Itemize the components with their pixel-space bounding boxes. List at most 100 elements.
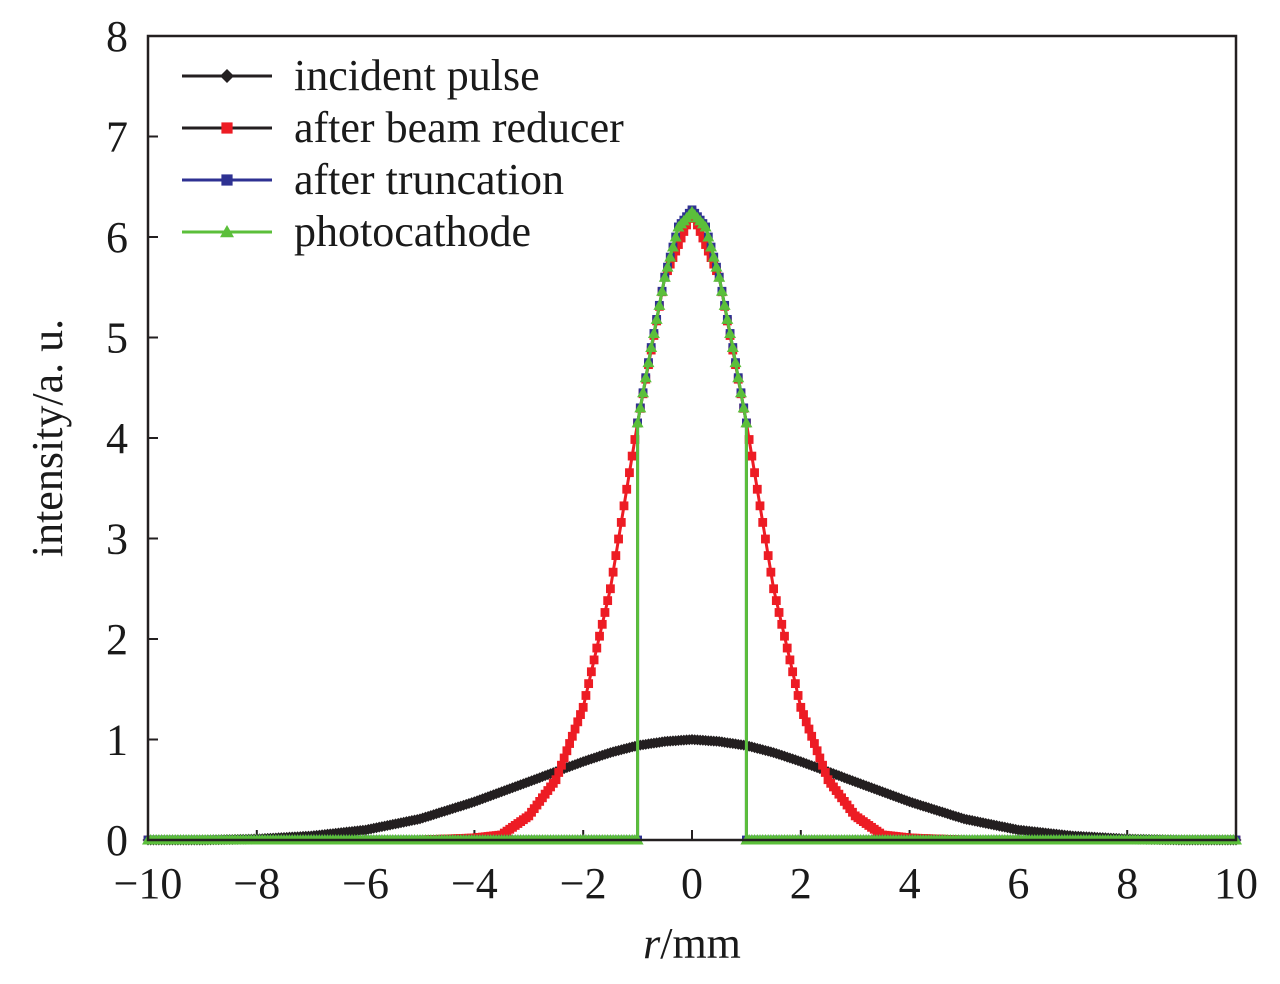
data-point	[737, 401, 750, 413]
data-point	[702, 231, 715, 242]
data-point	[761, 534, 770, 544]
legend-marker	[221, 174, 233, 186]
y-tick-label: 1	[106, 716, 128, 765]
data-point	[740, 416, 753, 428]
data-point	[606, 584, 615, 594]
data-point	[698, 233, 708, 243]
data-point	[782, 643, 792, 653]
data-point	[807, 731, 817, 741]
x-tick-label: 2	[790, 859, 812, 908]
series-photocathode	[142, 205, 1242, 845]
data-point	[634, 401, 647, 413]
data-point	[650, 313, 663, 324]
plot-frame	[146, 34, 1238, 842]
data-point	[619, 501, 629, 511]
x-axis-label: r/mm	[643, 919, 741, 968]
legend-marker	[220, 225, 234, 238]
data-point	[625, 468, 634, 478]
data-point	[755, 501, 765, 511]
data-point	[642, 356, 655, 368]
data-point	[611, 551, 621, 560]
data-point	[581, 691, 591, 700]
data-point	[589, 655, 599, 665]
series-after-truncation	[143, 205, 1241, 845]
data-point	[565, 739, 574, 748]
data-point	[713, 271, 726, 282]
legend-item: incident pulse	[182, 51, 540, 100]
series-line	[148, 209, 1236, 842]
data-point	[777, 619, 787, 629]
x-tick-label: −10	[114, 859, 183, 908]
data-point	[557, 760, 566, 770]
data-point	[750, 468, 759, 478]
data-point	[801, 717, 811, 727]
data-point	[790, 679, 800, 689]
data-point	[744, 435, 754, 444]
data-point	[699, 220, 712, 232]
data-point	[818, 760, 827, 770]
data-point	[766, 567, 776, 577]
series-line	[148, 207, 1236, 842]
data-point	[701, 240, 710, 249]
data-point	[796, 702, 806, 712]
y-axis-label: intensity/a. u.	[23, 319, 72, 557]
data-point	[669, 231, 682, 242]
data-point	[732, 371, 745, 383]
data-point	[603, 596, 613, 606]
data-point	[600, 608, 610, 617]
legend-marker	[220, 69, 234, 83]
data-point	[645, 341, 658, 353]
data-point	[551, 775, 561, 785]
data-point	[705, 241, 718, 252]
data-point	[664, 251, 677, 262]
series-after-beam-reducer	[143, 207, 1241, 845]
data-point	[771, 596, 781, 606]
x-tick-label: −8	[233, 859, 280, 908]
data-point	[676, 233, 686, 243]
data-point	[804, 724, 814, 734]
x-axis-label-unit: /mm	[660, 919, 741, 968]
data-point	[710, 261, 723, 272]
x-tick-label: 8	[1116, 859, 1138, 908]
data-point	[707, 251, 720, 262]
data-point	[695, 227, 705, 236]
data-point	[614, 534, 623, 544]
data-point	[586, 667, 596, 677]
legend-item: after beam reducer	[182, 103, 624, 152]
data-point	[584, 679, 594, 689]
data-point	[608, 567, 618, 577]
data-point	[734, 386, 747, 398]
data-point	[637, 386, 650, 398]
data-point	[718, 299, 731, 310]
data-point	[630, 435, 640, 444]
data-point	[656, 285, 669, 296]
data-point	[554, 768, 564, 777]
data-point	[562, 746, 572, 756]
data-point	[666, 241, 679, 252]
y-tick-label: 7	[106, 113, 128, 162]
data-point	[661, 261, 674, 272]
data-point	[780, 631, 789, 641]
data-point	[758, 518, 768, 527]
data-point	[567, 731, 577, 741]
data-point	[639, 371, 652, 383]
y-tick-label: 5	[106, 314, 128, 363]
x-tick-label: 4	[899, 859, 921, 908]
data-point	[616, 518, 626, 527]
data-point	[570, 724, 580, 734]
y-tick-label: 6	[106, 213, 128, 262]
data-point	[674, 240, 683, 249]
data-point	[595, 631, 604, 641]
legend-marker	[221, 122, 233, 134]
x-tick-label: 0	[681, 859, 703, 908]
data-point	[597, 619, 607, 629]
y-tick-label: 4	[106, 414, 128, 463]
data-point	[726, 341, 739, 353]
legend-item: after truncation	[182, 155, 564, 204]
series-line	[148, 737, 1236, 842]
data-point	[573, 717, 583, 727]
data-point	[576, 710, 585, 719]
data-point	[715, 285, 728, 296]
data-point	[647, 327, 660, 338]
